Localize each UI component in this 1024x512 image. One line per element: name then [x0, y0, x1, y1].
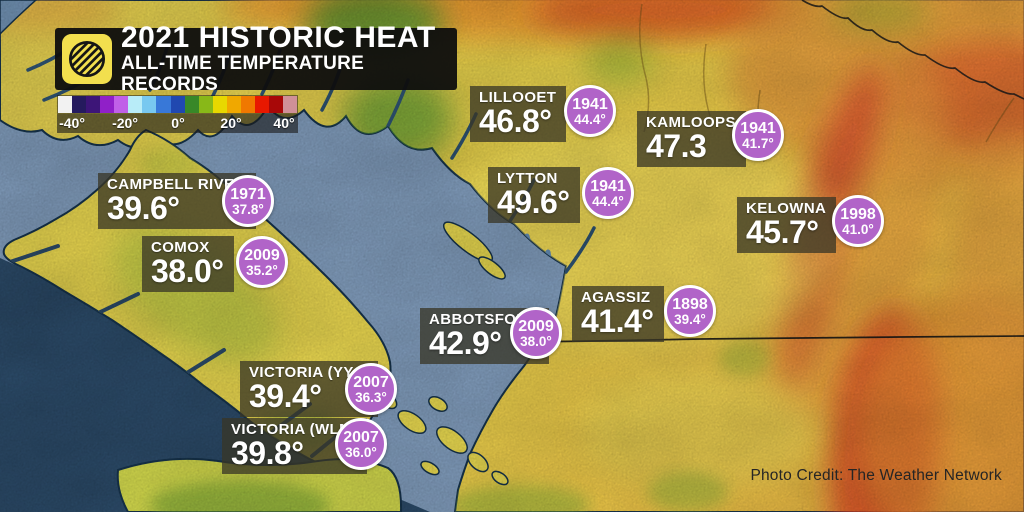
record-box: LILLOOET 46.8°: [470, 86, 567, 142]
record-city-label: AGASSIZ: [581, 289, 651, 306]
record-previous-badge: 2007 36.3°: [345, 363, 397, 415]
record-previous-badge: 2007 36.0°: [335, 418, 387, 470]
record-previous-temp: 41.7°: [742, 135, 774, 151]
record-box: LYTTON 49.6°: [488, 167, 580, 223]
record-temp-2021: 46.8°: [479, 103, 552, 139]
record-temp-2021: 42.9°: [429, 325, 502, 361]
record-city-label: VICTORIA (WLM): [231, 421, 358, 438]
record-previous-temp: 39.4°: [674, 311, 706, 327]
record-box: KAMLOOPS 47.3: [637, 111, 746, 167]
legend-swatch: [114, 96, 129, 113]
legend-swatch: [198, 96, 213, 113]
title-main: 2021 HISTORIC HEAT: [121, 21, 436, 54]
record-city-label: COMOX: [151, 239, 210, 256]
record-previous-badge: 2009 35.2°: [236, 236, 288, 288]
record-previous-year: 1971: [230, 185, 266, 203]
legend-swatch: [100, 96, 115, 113]
record-temp-2021: 38.0°: [151, 253, 224, 289]
record-city-label: CAMPBELL RIVER: [107, 176, 246, 193]
record-previous-temp: 36.3°: [355, 389, 387, 405]
legend-swatch: [58, 96, 73, 113]
record-temp-2021: 39.4°: [249, 378, 322, 414]
legend-swatch: [240, 96, 255, 113]
legend-tick-row: -40° -20° 0° 20° 40°: [57, 114, 298, 133]
temperature-record: KELOWNA 45.7° 1998 41.0°: [737, 195, 884, 253]
temperature-record: ABBOTSFORD 42.9° 2009 38.0°: [420, 307, 562, 364]
legend-swatch: [184, 96, 199, 113]
record-previous-badge: 2009 38.0°: [510, 307, 562, 359]
record-previous-temp: 37.8°: [232, 201, 264, 217]
legend-swatch: [156, 96, 171, 113]
record-city-label: VICTORIA (YYJ): [249, 364, 368, 381]
record-previous-badge: 1971 37.8°: [222, 175, 274, 227]
legend-swatch: [254, 96, 269, 113]
legend-swatch: [212, 96, 227, 113]
legend-swatch: [268, 96, 283, 113]
temperature-record: VICTORIA (YYJ) 39.4° 2007 36.3°: [240, 361, 397, 417]
record-previous-year: 2009: [244, 246, 280, 264]
record-previous-year: 2009: [518, 317, 554, 335]
record-previous-temp: 41.0°: [842, 221, 874, 237]
record-previous-temp: 36.0°: [345, 444, 377, 460]
temperature-record: LILLOOET 46.8° 1941 44.4°: [470, 85, 616, 142]
record-previous-year: 2007: [353, 373, 389, 391]
legend-swatch: [170, 96, 185, 113]
title-subtitle: ALL-TIME TEMPERATURE RECORDS: [121, 53, 365, 95]
record-previous-year: 1941: [740, 119, 776, 137]
legend-color-bar: [57, 95, 298, 114]
record-previous-temp: 44.4°: [592, 193, 624, 209]
record-city-label: KAMLOOPS: [646, 114, 736, 131]
record-temp-2021: 49.6°: [497, 184, 570, 220]
photo-credit: Photo Credit: The Weather Network: [750, 467, 1002, 484]
legend-swatch: [226, 96, 241, 113]
title-box: 2021 HISTORIC HEAT ALL-TIME TEMPERATURE …: [55, 23, 457, 95]
record-previous-year: 2007: [343, 428, 379, 446]
record-previous-temp: 35.2°: [246, 262, 278, 278]
temperature-record: AGASSIZ 41.4° 1898 39.4°: [572, 285, 716, 342]
record-temp-2021: 45.7°: [746, 214, 819, 250]
record-previous-temp: 38.0°: [520, 333, 552, 349]
record-previous-year: 1941: [572, 95, 608, 113]
record-previous-temp: 44.4°: [574, 111, 606, 127]
record-previous-year: 1941: [590, 177, 626, 195]
record-previous-year: 1998: [840, 205, 876, 223]
record-box: COMOX 38.0°: [142, 236, 234, 292]
legend-tick-label: -40°: [59, 115, 85, 131]
record-box: KELOWNA 45.7°: [737, 197, 837, 253]
record-city-label: LYTTON: [497, 170, 558, 187]
record-city-label: KELOWNA: [746, 200, 827, 217]
record-previous-badge: 1898 39.4°: [664, 285, 716, 337]
legend-tick-label: 0°: [171, 115, 185, 131]
record-previous-badge: 1941 44.4°: [564, 85, 616, 137]
legend-swatch: [72, 96, 87, 113]
record-temp-2021: 47.3: [646, 128, 707, 164]
legend-swatch: [128, 96, 143, 113]
record-temp-2021: 41.4°: [581, 303, 654, 339]
record-temp-2021: 39.6°: [107, 190, 180, 226]
record-box: AGASSIZ 41.4°: [572, 286, 664, 342]
legend-tick-label: 40°: [273, 115, 295, 131]
temperature-record: COMOX 38.0° 2009 35.2°: [142, 236, 288, 292]
legend-tick-label: -20°: [112, 115, 138, 131]
temperature-legend: -40° -20° 0° 20° 40°: [57, 95, 298, 133]
temperature-record: CAMPBELL RIVER 39.6° 1971 37.8°: [98, 173, 274, 229]
temperature-record: LYTTON 49.6° 1941 44.4°: [488, 167, 634, 223]
record-previous-badge: 1941 41.7°: [732, 109, 784, 161]
legend-swatch: [142, 96, 157, 113]
record-temp-2021: 39.8°: [231, 435, 304, 471]
record-city-label: LILLOOET: [479, 89, 557, 106]
record-previous-badge: 1998 41.0°: [832, 195, 884, 247]
legend-swatch: [86, 96, 101, 113]
temperature-record: VICTORIA (WLM) 39.8° 2007 36.0°: [222, 418, 387, 474]
record-previous-badge: 1941 44.4°: [582, 167, 634, 219]
legend-swatch: [283, 96, 298, 113]
temperature-record: KAMLOOPS 47.3 1941 41.7°: [637, 109, 784, 167]
record-previous-year: 1898: [672, 295, 708, 313]
legend-tick-label: 20°: [220, 115, 242, 131]
weather-network-globe-logo: [62, 34, 112, 84]
